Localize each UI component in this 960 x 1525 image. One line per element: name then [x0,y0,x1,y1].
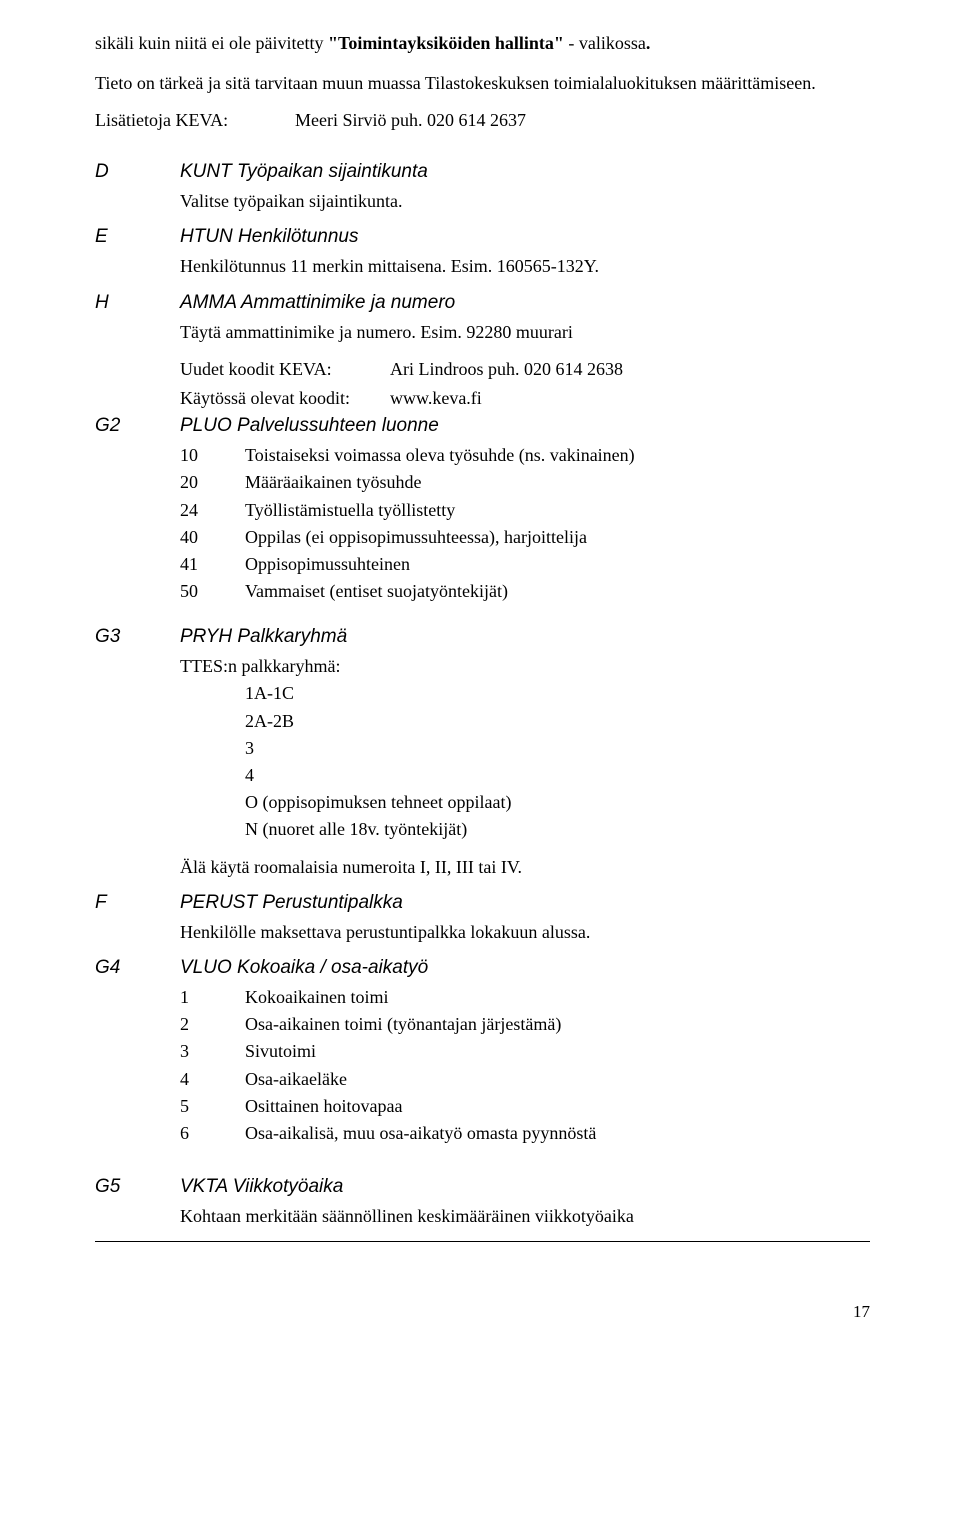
section-g2-header: G2 PLUO Palvelussuhteen luonne [95,415,870,437]
list-item: 3Sivutoimi [180,1039,870,1064]
section-letter-d: D [95,161,180,183]
list-item: 50Vammaiset (entiset suojatyöntekijät) [180,579,870,604]
list-item-text: Vammaiset (entiset suojatyöntekijät) [245,579,508,604]
section-letter-g3: G3 [95,626,180,648]
section-h-body: Täytä ammattinimike ja numero. Esim. 922… [180,320,870,412]
section-letter-h: H [95,292,180,314]
section-h-kv-key: Uudet koodit KEVA: [180,357,390,382]
section-f-text: Henkilölle maksettava perustuntipalkka l… [180,920,870,945]
list-item: 20Määräaikainen työsuhde [180,470,870,495]
list-item: 4 [245,763,870,788]
list-item-text: Toistaiseksi voimassa oleva työsuhde (ns… [245,443,635,468]
list-item-number: 24 [180,498,245,523]
intro-contact-row: Lisätietoja KEVA: Meeri Sirviö puh. 020 … [95,110,870,131]
section-e-header: E HTUN Henkilötunnus [95,226,870,248]
section-f-body: Henkilölle maksettava perustuntipalkka l… [180,920,870,945]
section-title-g5: VKTA Viikkotyöaika [180,1176,343,1198]
section-e-text: Henkilötunnus 11 merkin mittaisena. Esim… [180,254,870,279]
section-letter-g5: G5 [95,1176,180,1198]
section-title-e: HTUN Henkilötunnus [180,226,358,248]
section-g3-tail: Älä käytä roomalaisia numeroita I, II, I… [180,855,870,880]
list-item-text: Työllistämistuella työllistetty [245,498,455,523]
section-h-kv-row: Käytössä olevat koodit:www.keva.fi [180,386,870,411]
page-number: 17 [95,1302,870,1322]
list-item-number: 6 [180,1121,245,1146]
intro-contact-label: Lisätietoja KEVA: [95,110,295,131]
list-item: N (nuoret alle 18v. työntekijät) [245,817,870,842]
section-g4-body: 1Kokoaikainen toimi2Osa-aikainen toimi (… [180,985,870,1146]
list-item: 24Työllistämistuella työllistetty [180,498,870,523]
section-e-body: Henkilötunnus 11 merkin mittaisena. Esim… [180,254,870,279]
list-item-text: Oppisopimussuhteinen [245,552,410,577]
section-d-body: Valitse työpaikan sijaintikunta. [180,189,870,214]
intro-p1-a: sikäli kuin niitä ei ole päivitetty [95,33,328,53]
section-g3-header: G3 PRYH Palkkaryhmä [95,626,870,648]
section-h-text: Täytä ammattinimike ja numero. Esim. 922… [180,320,870,345]
list-item: 2A-2B [245,709,870,734]
section-h-header: H AMMA Ammattinimike ja numero [95,292,870,314]
section-g5-body: Kohtaan merkitään säännöllinen keskimäär… [180,1204,870,1229]
list-item-text: Osa-aikalisä, muu osa-aikatyö omasta pyy… [245,1121,596,1146]
list-item-text: Osa-aikainen toimi (työnantajan järjestä… [245,1012,561,1037]
list-item-number: 40 [180,525,245,550]
list-item-number: 5 [180,1094,245,1119]
intro-p1-c: - valikossa [564,33,646,53]
section-d-text: Valitse työpaikan sijaintikunta. [180,189,870,214]
list-item-number: 2 [180,1012,245,1037]
section-h-kv-value: Ari Lindroos puh. 020 614 2638 [390,357,623,382]
list-item-text: Määräaikainen työsuhde [245,470,421,495]
section-h-kv-key: Käytössä olevat koodit: [180,386,390,411]
list-item-text: Sivutoimi [245,1039,316,1064]
list-item-text: Kokoaikainen toimi [245,985,388,1010]
section-f-header: F PERUST Perustuntipalkka [95,892,870,914]
list-item-number: 10 [180,443,245,468]
list-item-number: 41 [180,552,245,577]
section-title-g2: PLUO Palvelussuhteen luonne [180,415,439,437]
list-item: 1Kokoaikainen toimi [180,985,870,1010]
section-g3-body: TTES:n palkkaryhmä: 1A-1C 2A-2B34O (oppis… [180,654,870,880]
list-item-number: 3 [180,1039,245,1064]
section-letter-g2: G2 [95,415,180,437]
list-item: 40Oppilas (ei oppisopimussuhteessa), har… [180,525,870,550]
section-g4-header: G4 VLUO Kokoaika / osa-aikatyö [95,957,870,979]
list-item-number: 20 [180,470,245,495]
list-item: 3 [245,736,870,761]
list-item-number: 1 [180,985,245,1010]
document-page: sikäli kuin niitä ei ole päivitetty "Toi… [0,0,960,1352]
intro-p1-dot: . [646,33,651,53]
section-d-header: D KUNT Työpaikan sijaintikunta [95,161,870,183]
list-item: 4Osa-aikaeläke [180,1067,870,1092]
list-item-number: 50 [180,579,245,604]
section-g5-text: Kohtaan merkitään säännöllinen keskimäär… [180,1204,870,1229]
list-item: O (oppisopimuksen tehneet oppilaat) [245,790,870,815]
list-item-text: Osa-aikaeläke [245,1067,347,1092]
section-letter-f: F [95,892,180,914]
section-letter-g4: G4 [95,957,180,979]
intro-p2: Tieto on tärkeä ja sitä tarvitaan muun m… [95,70,870,96]
section-title-d: KUNT Työpaikan sijaintikunta [180,161,428,183]
section-h-kv-row: Uudet koodit KEVA:Ari Lindroos puh. 020 … [180,357,870,382]
list-item: 41Oppisopimussuhteinen [180,552,870,577]
section-g5-header: G5 VKTA Viikkotyöaika [95,1176,870,1198]
section-letter-e: E [95,226,180,248]
section-title-f: PERUST Perustuntipalkka [180,892,403,914]
section-title-g3: PRYH Palkkaryhmä [180,626,347,648]
list-item-text: Oppilas (ei oppisopimussuhteessa), harjo… [245,525,587,550]
list-item: 5Osittainen hoitovapaa [180,1094,870,1119]
section-title-h: AMMA Ammattinimike ja numero [180,292,455,314]
section-title-g4: VLUO Kokoaika / osa-aikatyö [180,957,428,979]
list-item-number: 4 [180,1067,245,1092]
list-item: 2Osa-aikainen toimi (työnantajan järjest… [180,1012,870,1037]
section-g2-body: 10Toistaiseksi voimassa oleva työsuhde (… [180,443,870,604]
section-g3-lead: TTES:n palkkaryhmä: [180,654,870,679]
intro-contact-value: Meeri Sirviö puh. 020 614 2637 [295,110,526,131]
footer-rule [95,1241,870,1242]
list-item: 1A-1C [245,681,870,706]
list-item: 10Toistaiseksi voimassa oleva työsuhde (… [180,443,870,468]
intro-p1-b: "Toimintayksiköiden hallinta" [328,33,564,53]
intro-p1: sikäli kuin niitä ei ole päivitetty "Toi… [95,30,870,56]
list-item: 6Osa-aikalisä, muu osa-aikatyö omasta py… [180,1121,870,1146]
section-h-kv-value: www.keva.fi [390,386,482,411]
list-item-text: Osittainen hoitovapaa [245,1094,402,1119]
